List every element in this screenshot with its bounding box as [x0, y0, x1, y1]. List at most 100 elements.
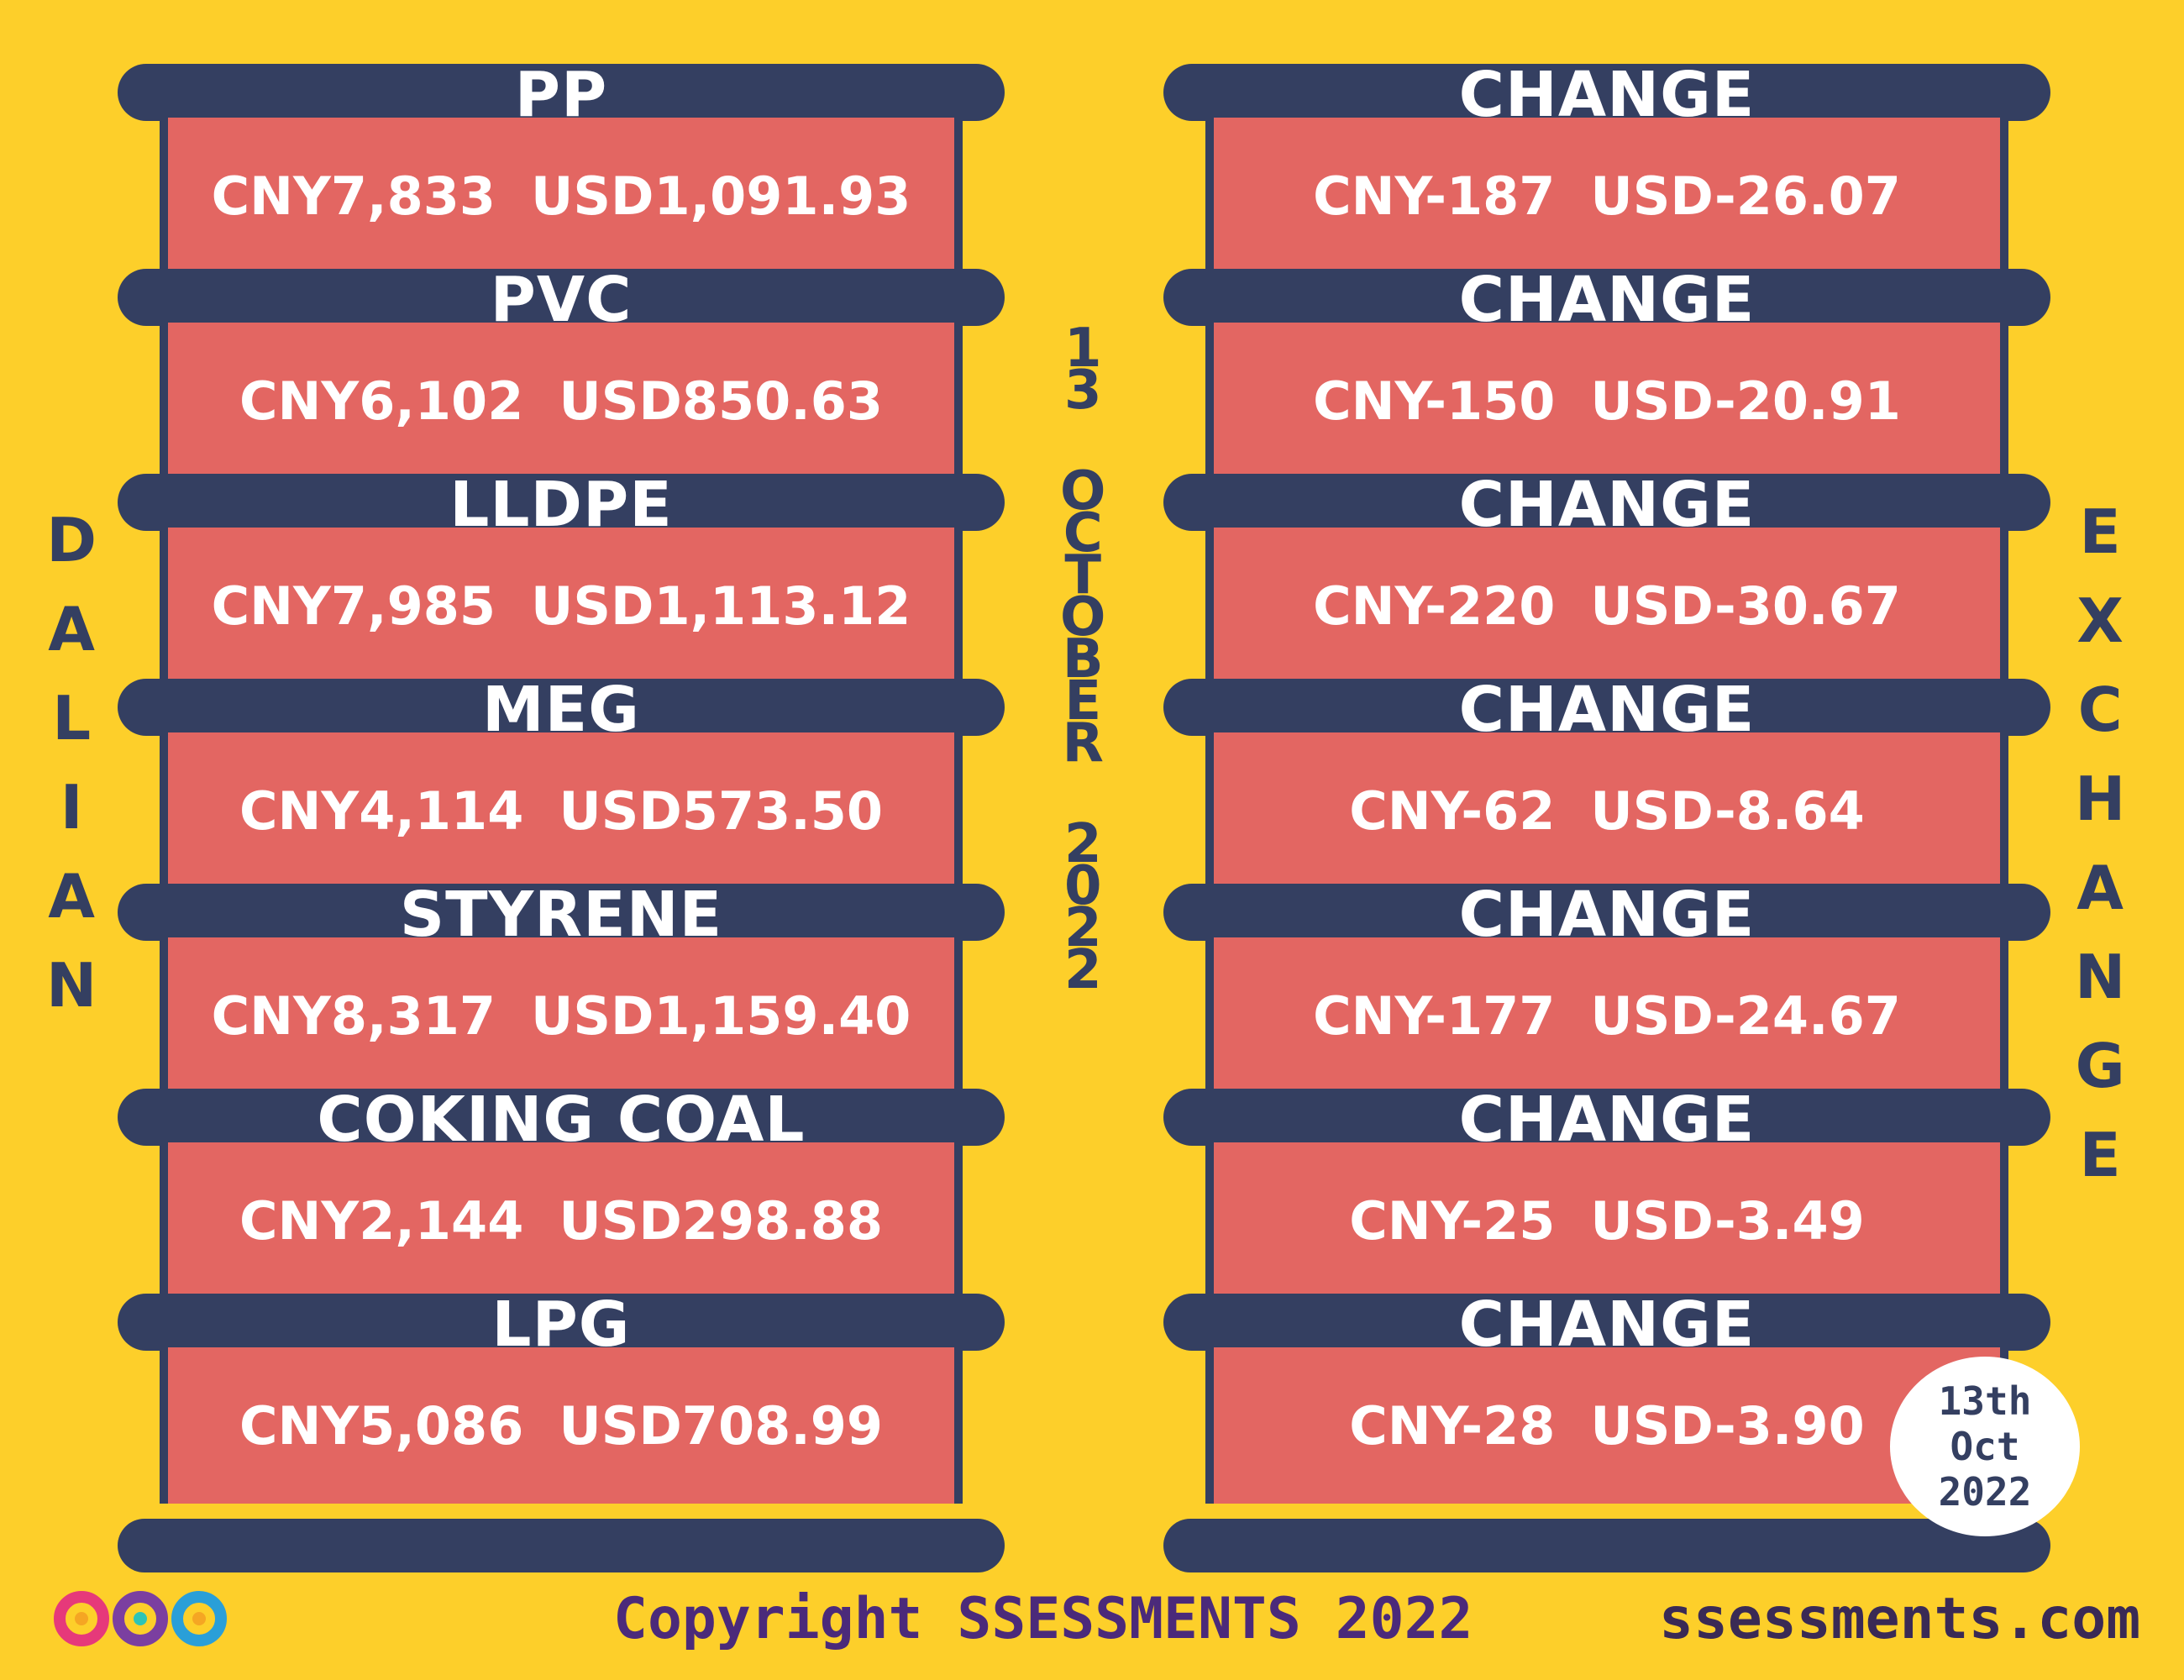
price-cny: CNY8,317: [211, 984, 496, 1047]
change-row: CHANGE CNY-25 USD-3.49: [1163, 1089, 2050, 1299]
badge-year: 2022: [1938, 1469, 2032, 1515]
change-label: CHANGE: [1163, 474, 2050, 536]
price-usd: USD573.50: [559, 780, 884, 842]
date-char: O: [1060, 586, 1106, 648]
price-cny: CNY2,144: [239, 1189, 524, 1252]
title-letter: N: [2075, 942, 2126, 1012]
commodity-row: PVC CNY6,102 USD850.63: [118, 269, 1005, 479]
commodity-row: STYRENE CNY8,317 USD1,159.40: [118, 884, 1005, 1094]
change-row: CHANGE CNY-28 USD-3.90: [1163, 1294, 2050, 1504]
date-badge: 13th Oct 2022: [1890, 1357, 2080, 1536]
change-usd: USD-3.90: [1590, 1394, 1865, 1457]
price-panel: CNY4,114 USD573.50: [160, 732, 963, 889]
price-cny: CNY7,985: [211, 575, 496, 637]
price-cny: CNY6,102: [239, 370, 524, 432]
change-usd: USD-20.91: [1590, 370, 1901, 432]
price-cny: CNY7,833: [211, 165, 496, 227]
commodity-name: COKING COAL: [118, 1089, 1005, 1151]
exchange-vertical-title: E X C H A N G E: [2075, 487, 2125, 1200]
price-panel: CNY5,086 USD708.99: [160, 1347, 963, 1504]
commodity-row: LPG CNY5,086 USD708.99: [118, 1294, 1005, 1504]
badge-month: Oct: [1950, 1424, 2020, 1469]
title-letter: X: [2076, 585, 2124, 656]
change-row: CHANGE CNY-150 USD-20.91: [1163, 269, 2050, 479]
title-letter: I: [60, 772, 83, 843]
dalian-vertical-title: D A L I A N: [46, 496, 97, 1030]
change-cny: CNY-62: [1349, 780, 1556, 842]
change-usd: USD-26.07: [1590, 165, 1901, 227]
change-row: CHANGE CNY-187 USD-26.07: [1163, 64, 2050, 274]
change-row: CHANGE CNY-220 USD-30.67: [1163, 474, 2050, 684]
title-letter: C: [2077, 675, 2123, 745]
date-char: 1: [1063, 318, 1102, 380]
title-letter: A: [48, 594, 95, 664]
commodity-name: MEG: [118, 679, 1005, 741]
date-char: 2: [1063, 939, 1102, 1001]
change-panel: CNY-150 USD-20.91: [1205, 323, 2008, 479]
change-cny: CNY-150: [1313, 370, 1556, 432]
title-letter: G: [2075, 1031, 2125, 1101]
vertical-date: 1 3 O C T O B E R 2 0 2 2: [1060, 318, 1106, 1001]
title-letter: L: [52, 683, 92, 753]
change-label: CHANGE: [1163, 884, 2050, 946]
title-letter: A: [48, 861, 95, 932]
price-cny: CNY5,086: [239, 1394, 524, 1457]
price-usd: USD708.99: [559, 1394, 884, 1457]
commodity-name: PP: [118, 64, 1005, 126]
commodity-row: MEG CNY4,114 USD573.50: [118, 679, 1005, 889]
change-usd: USD-8.64: [1590, 780, 1865, 842]
price-panel: CNY6,102 USD850.63: [160, 323, 963, 479]
title-letter: D: [46, 505, 97, 575]
change-label: CHANGE: [1163, 1294, 2050, 1356]
badge-day: 13th: [1938, 1378, 2032, 1424]
price-panel: CNY2,144 USD298.88: [160, 1142, 963, 1299]
change-row: CHANGE CNY-62 USD-8.64: [1163, 679, 2050, 889]
change-label: CHANGE: [1163, 269, 2050, 331]
change-cny: CNY-28: [1349, 1394, 1556, 1457]
commodity-name: PVC: [118, 269, 1005, 331]
change-label: CHANGE: [1163, 679, 2050, 741]
title-letter: A: [2076, 853, 2124, 923]
title-letter: N: [46, 950, 97, 1021]
price-usd: USD850.63: [559, 370, 884, 432]
change-cny: CNY-25: [1349, 1189, 1556, 1252]
price-panel: CNY7,985 USD1,113.12: [160, 528, 963, 684]
commodity-row: LLDPE CNY7,985 USD1,113.12: [118, 474, 1005, 684]
date-char: O: [1060, 460, 1106, 522]
date-char: 2: [1063, 813, 1102, 875]
title-letter: E: [2079, 1120, 2121, 1190]
price-usd: USD1,113.12: [531, 575, 911, 637]
date-char: 2: [1063, 897, 1102, 959]
date-char: B: [1062, 628, 1104, 690]
change-panel: CNY-62 USD-8.64: [1205, 732, 2008, 889]
change-cny: CNY-177: [1313, 984, 1556, 1047]
change-panel: CNY-177 USD-24.67: [1205, 937, 2008, 1094]
change-label: CHANGE: [1163, 1089, 2050, 1151]
change-cny: CNY-220: [1313, 575, 1556, 637]
price-usd: USD298.88: [559, 1189, 884, 1252]
commodity-row: PP CNY7,833 USD1,091.93: [118, 64, 1005, 274]
change-panel: CNY-187 USD-26.07: [1205, 118, 2008, 274]
price-cny: CNY4,114: [239, 780, 524, 842]
date-char: 3: [1063, 360, 1102, 422]
change-label: CHANGE: [1163, 64, 2050, 126]
change-usd: USD-3.49: [1590, 1189, 1865, 1252]
commodity-name: LPG: [118, 1294, 1005, 1356]
commodity-row: COKING COAL CNY2,144 USD298.88: [118, 1089, 1005, 1299]
date-char: 0: [1063, 855, 1102, 917]
commodity-name: LLDPE: [118, 474, 1005, 536]
date-char: E: [1064, 670, 1102, 732]
bottom-bar: [1163, 1519, 2050, 1572]
website-link[interactable]: ssessments.com: [1659, 1586, 2141, 1652]
price-usd: USD1,159.40: [531, 984, 911, 1047]
change-panel: CNY-220 USD-30.67: [1205, 528, 2008, 684]
change-row: CHANGE CNY-177 USD-24.67: [1163, 884, 2050, 1094]
bottom-bar: [118, 1519, 1005, 1572]
title-letter: E: [2079, 496, 2121, 567]
commodity-name: STYRENE: [118, 884, 1005, 946]
change-panel: CNY-28 USD-3.90: [1205, 1347, 2008, 1504]
date-char: T: [1064, 544, 1102, 606]
date-char: C: [1063, 502, 1103, 564]
copyright-text: Copyright SSESSMENTS 2022: [613, 1586, 1473, 1652]
left-commodity-stack: PP CNY7,833 USD1,091.93 PVC CNY6,102 USD…: [118, 64, 1005, 1572]
